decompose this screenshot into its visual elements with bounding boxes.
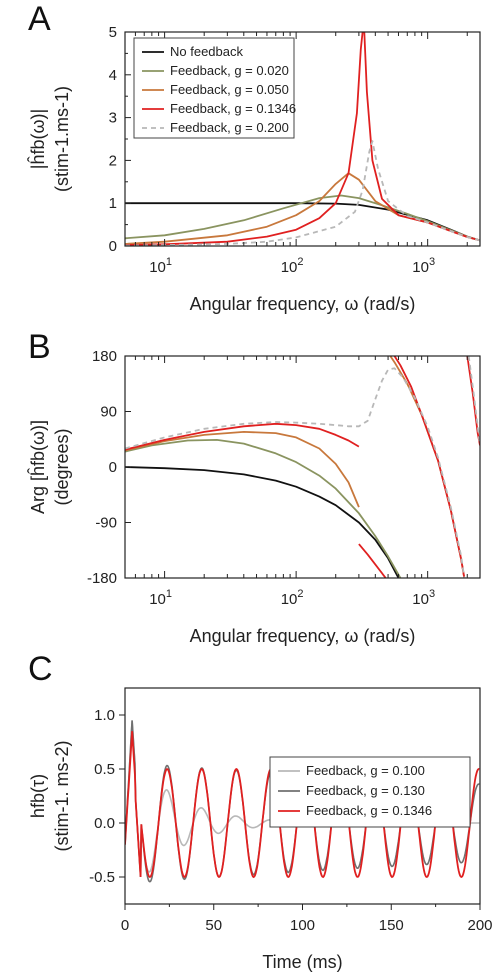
x-tick-label: 200 [467, 917, 492, 934]
y-tick-label: 180 [92, 348, 117, 365]
y-tick-label: 5 [109, 24, 117, 41]
y-axis-label-line2: (stim-1. ms-2) [52, 741, 72, 852]
panel-A: A 101 102 103 Angular frequency, ω (rad/s) 0 1… [27, 0, 481, 314]
y-tick-label: 90 [100, 404, 117, 421]
y-tick-label: 2 [109, 152, 117, 169]
panel-C: C 0 50 100 150 200 Time (ms) 1.0 0.5 0.0 -0.5 hfb(τ… [28, 650, 493, 972]
x-tick-label: 50 [205, 917, 222, 934]
panel-letter: A [28, 0, 51, 38]
y-axis-label: |ĥfb(ω)| (stim-1.ms-1) [27, 86, 72, 192]
x-tick-label: 101 [149, 256, 172, 276]
x-tick-label: 101 [149, 588, 172, 608]
x-axis-label: Time (ms) [262, 952, 342, 972]
legend-label: Feedback, g = 0.020 [170, 63, 289, 78]
y-axis-label: Arg [ĥfb(ω)] (degrees) [27, 420, 72, 514]
x-tick-label: 102 [281, 588, 304, 608]
y-tick-label: 1.0 [94, 707, 115, 724]
legend-label: Feedback, g = 0.130 [306, 783, 425, 798]
x-axis-label: Angular frequency, ω (rad/s) [190, 626, 416, 646]
series-line [393, 356, 466, 578]
axes-frame [124, 355, 481, 579]
legend-label: Feedback, g = 0.100 [306, 763, 425, 778]
x-tick-label: 103 [412, 256, 435, 276]
y-tick-label: 1 [109, 195, 117, 212]
panel-B: B 101 102 103 Angular frequency, ω (rad/s) 18… [27, 328, 481, 646]
series-line [467, 356, 480, 446]
series-line [125, 32, 480, 246]
x-tick-label: 103 [412, 588, 435, 608]
series-group [125, 356, 480, 578]
y-axis-label-line1: Arg [ĥfb(ω)] [27, 420, 48, 514]
legend-label: Feedback, g = 0.1346 [306, 803, 432, 818]
y-axis-label: hfb(τ) (stim-1. ms-2) [28, 741, 72, 852]
legend-box [269, 756, 471, 828]
y-tick-label: 0 [109, 238, 117, 255]
panel-letter: C [28, 650, 53, 688]
series-line [358, 543, 387, 578]
y-axis-label-line2: (degrees) [52, 428, 72, 505]
x-tick-label: 100 [290, 917, 315, 934]
series-group [125, 32, 480, 246]
legend-label: Feedback, g = 0.050 [170, 82, 289, 97]
legend-label: Feedback, g = 0.200 [170, 120, 289, 135]
y-tick-label: -90 [95, 515, 117, 532]
series-line [125, 438, 402, 578]
legend-label: Feedback, g = 0.1346 [170, 101, 296, 116]
y-axis-label-line1: |ĥfb(ω)| [27, 109, 48, 169]
y-tick-label: 0.0 [94, 815, 115, 832]
x-tick-label: 0 [121, 917, 129, 934]
y-tick-label: -0.5 [89, 869, 115, 886]
series-line [125, 140, 480, 246]
x-tick-label: 150 [379, 917, 404, 934]
series-line [389, 356, 466, 578]
panel-letter: B [28, 328, 51, 366]
x-tick-label: 102 [281, 256, 304, 276]
y-tick-label: -180 [87, 570, 117, 587]
series-line [125, 367, 466, 578]
y-tick-label: 3 [109, 110, 117, 127]
y-tick-label: 4 [109, 67, 117, 84]
y-axis-label-line1: hfb(τ) [28, 774, 48, 818]
y-axis-label-line2: (stim-1.ms-1) [52, 86, 72, 192]
x-axis-label: Angular frequency, ω (rad/s) [190, 294, 416, 314]
series-line [125, 194, 480, 242]
y-tick-label: 0.5 [94, 761, 115, 778]
y-tick-label: 0 [109, 459, 117, 476]
series-line [125, 430, 360, 508]
series-line [125, 422, 360, 451]
series-line [125, 466, 400, 578]
legend-label: No feedback [170, 44, 243, 59]
legend-box [133, 37, 295, 139]
